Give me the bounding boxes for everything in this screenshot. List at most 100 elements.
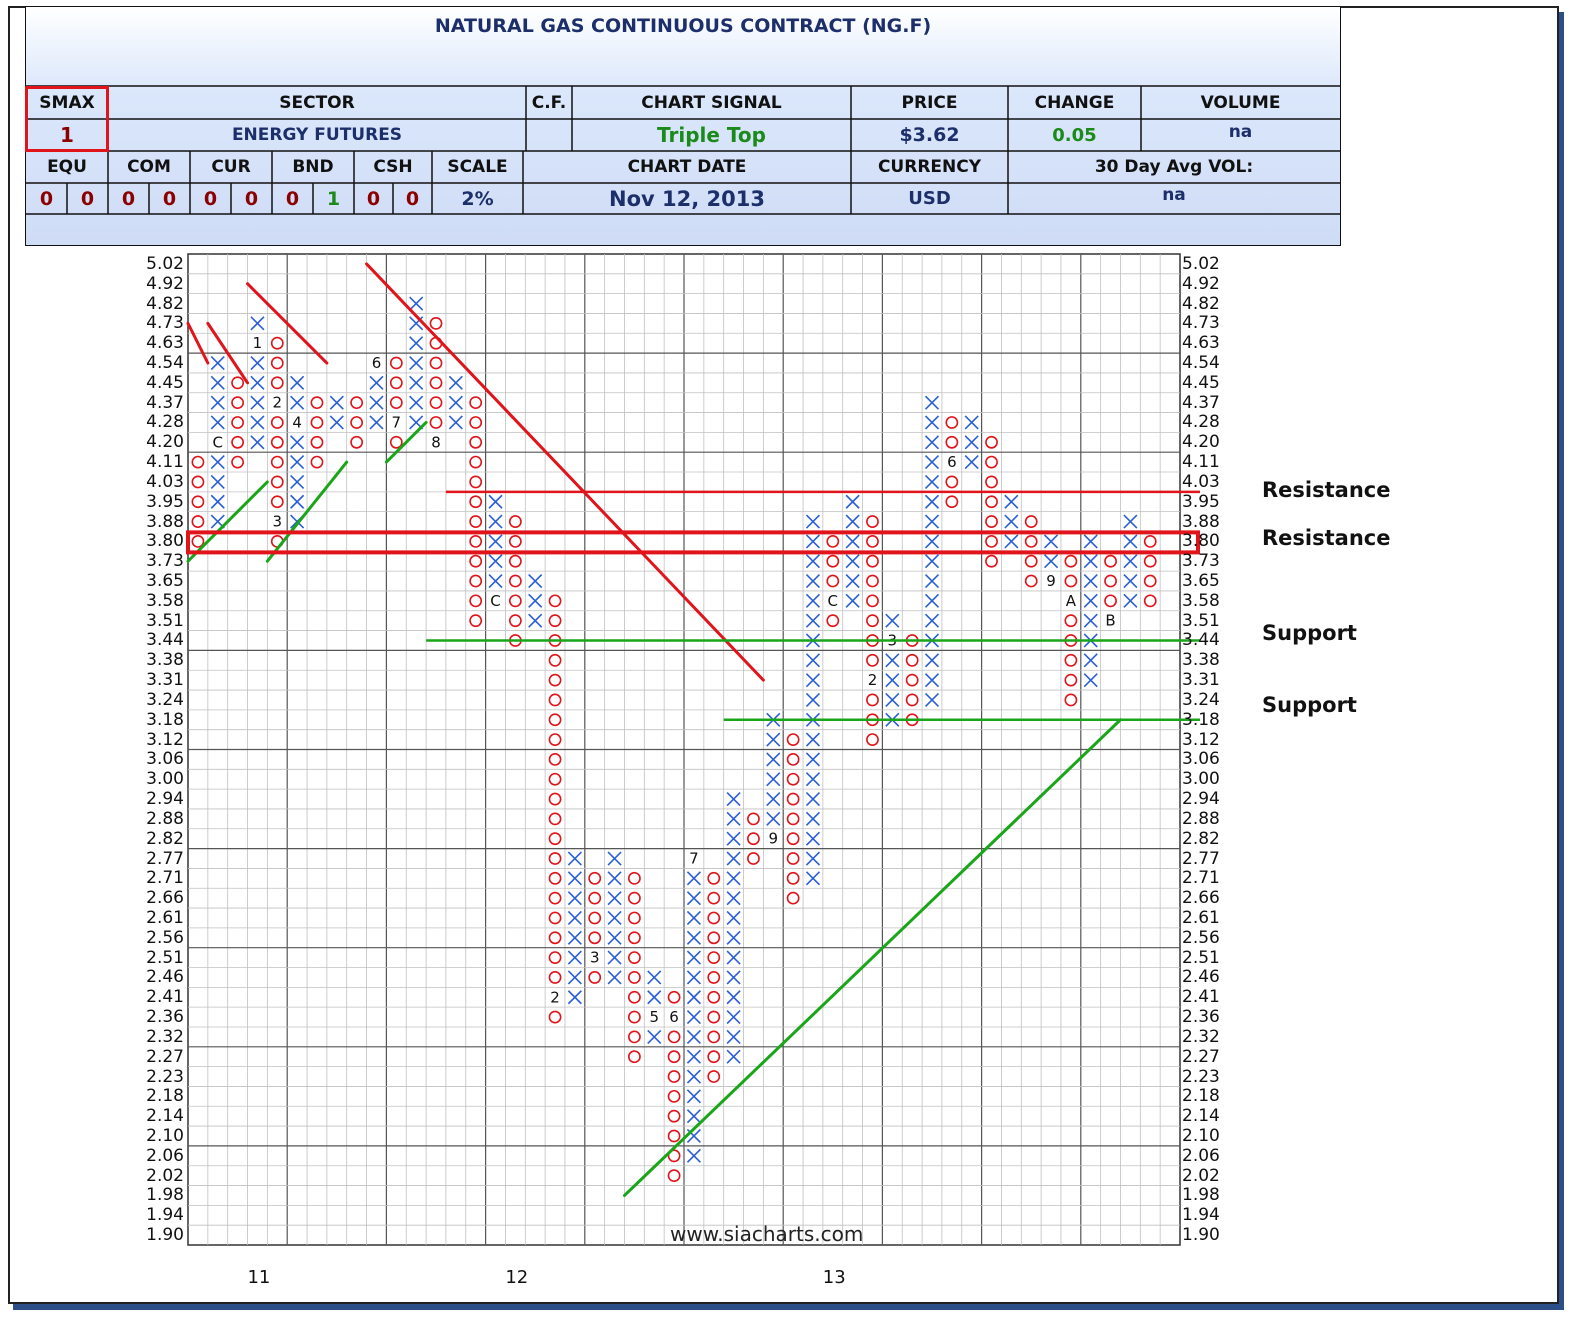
x-mark [686, 891, 701, 906]
smax-label: SMAX [39, 92, 95, 113]
o-mark [548, 713, 562, 727]
y-tick-label: 2.10 [1182, 1125, 1220, 1146]
o-mark [866, 614, 879, 628]
x-mark [488, 554, 503, 569]
month-marker: 2 [550, 988, 560, 1006]
y-tick-label: 4.45 [146, 372, 184, 393]
header-grid [26, 85, 1340, 215]
y-tick-label: 2.18 [146, 1086, 184, 1107]
x-mark [845, 514, 860, 529]
x-mark [409, 375, 424, 390]
x-mark [1123, 554, 1138, 569]
o-mark [548, 594, 562, 608]
o-mark [945, 416, 959, 429]
trend-line [384, 420, 428, 464]
y-tick-label: 3.44 [1182, 630, 1220, 651]
y-tick-label: 3.95 [146, 491, 184, 512]
o-mark [231, 416, 244, 429]
o-mark [469, 416, 483, 429]
trend-line [265, 460, 349, 563]
trend-line [622, 718, 1122, 1197]
x-mark [607, 891, 622, 906]
o-mark [628, 911, 641, 925]
x-mark [845, 494, 860, 509]
o-mark [628, 871, 641, 885]
month-marker: 1 [253, 334, 263, 352]
o-mark [469, 475, 483, 489]
o-mark [548, 614, 562, 628]
month-marker: C [490, 592, 500, 610]
o-mark [1064, 614, 1078, 628]
y-tick-label: 3.88 [1182, 511, 1220, 532]
y-tick-label: 3.24 [146, 689, 184, 710]
o-mark [667, 1149, 681, 1163]
y-tick-label: 2.10 [146, 1125, 184, 1146]
site-credit: www.siacharts.com [670, 1222, 864, 1246]
y-tick-label: 2.51 [1182, 947, 1220, 968]
o-mark [270, 376, 284, 390]
o-mark [667, 1169, 681, 1183]
y-tick-label: 4.11 [1182, 452, 1220, 473]
o-mark [1024, 534, 1038, 548]
strength-digit: 0 [162, 187, 177, 210]
o-mark [707, 951, 721, 965]
o-mark [866, 733, 879, 746]
o-mark [667, 1030, 681, 1044]
y-tick-label: 3.65 [146, 571, 184, 592]
x-mark [845, 573, 860, 589]
o-mark [1064, 693, 1078, 707]
y-tick-label: 3.44 [146, 630, 184, 651]
y-tick-label: 2.94 [146, 789, 184, 810]
o-mark [508, 594, 522, 608]
resistance-band [186, 530, 1200, 555]
y-tick-label: 1.90 [146, 1225, 184, 1246]
x-mark [805, 851, 821, 866]
y-tick-label: 2.36 [146, 1007, 184, 1028]
o-mark [945, 495, 959, 509]
o-mark [469, 614, 483, 628]
x-mark [805, 554, 821, 569]
o-mark [469, 396, 483, 410]
month-marker: 6 [947, 453, 957, 471]
x-mark [1083, 613, 1098, 628]
x-mark [567, 910, 582, 926]
y-tick-label: 2.56 [146, 927, 184, 948]
o-mark [469, 435, 483, 449]
y-tick-label: 2.36 [1182, 1007, 1220, 1028]
avg-vol-value: na [1162, 185, 1186, 205]
o-mark [985, 435, 998, 449]
month-marker: 9 [1046, 572, 1056, 590]
o-mark [707, 931, 721, 945]
y-tick-label: 4.20 [1182, 432, 1220, 453]
volume-label: VOLUME [1200, 92, 1281, 113]
o-mark [191, 495, 205, 509]
x-mark [528, 593, 543, 608]
strength-digit: 0 [366, 187, 381, 210]
x-mark [250, 435, 265, 450]
o-mark [866, 574, 879, 588]
o-mark [548, 871, 562, 885]
o-mark [866, 554, 879, 568]
x-tick-label: 11 [247, 1267, 271, 1288]
y-tick-label: 3.80 [146, 531, 184, 552]
chart-signal-label: CHART SIGNAL [641, 92, 782, 113]
o-mark [707, 1010, 721, 1024]
month-marker: 6 [372, 354, 382, 372]
x-mark [726, 1010, 741, 1025]
o-mark [1064, 574, 1078, 588]
x-mark [1083, 534, 1098, 549]
y-tick-label: 3.18 [146, 709, 184, 730]
o-mark [945, 435, 959, 449]
x-mark [409, 296, 424, 311]
o-mark [548, 753, 562, 766]
o-mark [389, 435, 403, 449]
y-tick-label: 4.20 [146, 432, 184, 453]
y-tick-label: 3.65 [1182, 571, 1220, 592]
x-mark [885, 613, 900, 628]
o-mark [826, 614, 840, 628]
x-mark [885, 653, 900, 668]
chart-date-label: CHART DATE [627, 157, 747, 177]
o-mark [191, 475, 205, 489]
x-mark [488, 534, 503, 549]
o-mark [1143, 554, 1157, 568]
